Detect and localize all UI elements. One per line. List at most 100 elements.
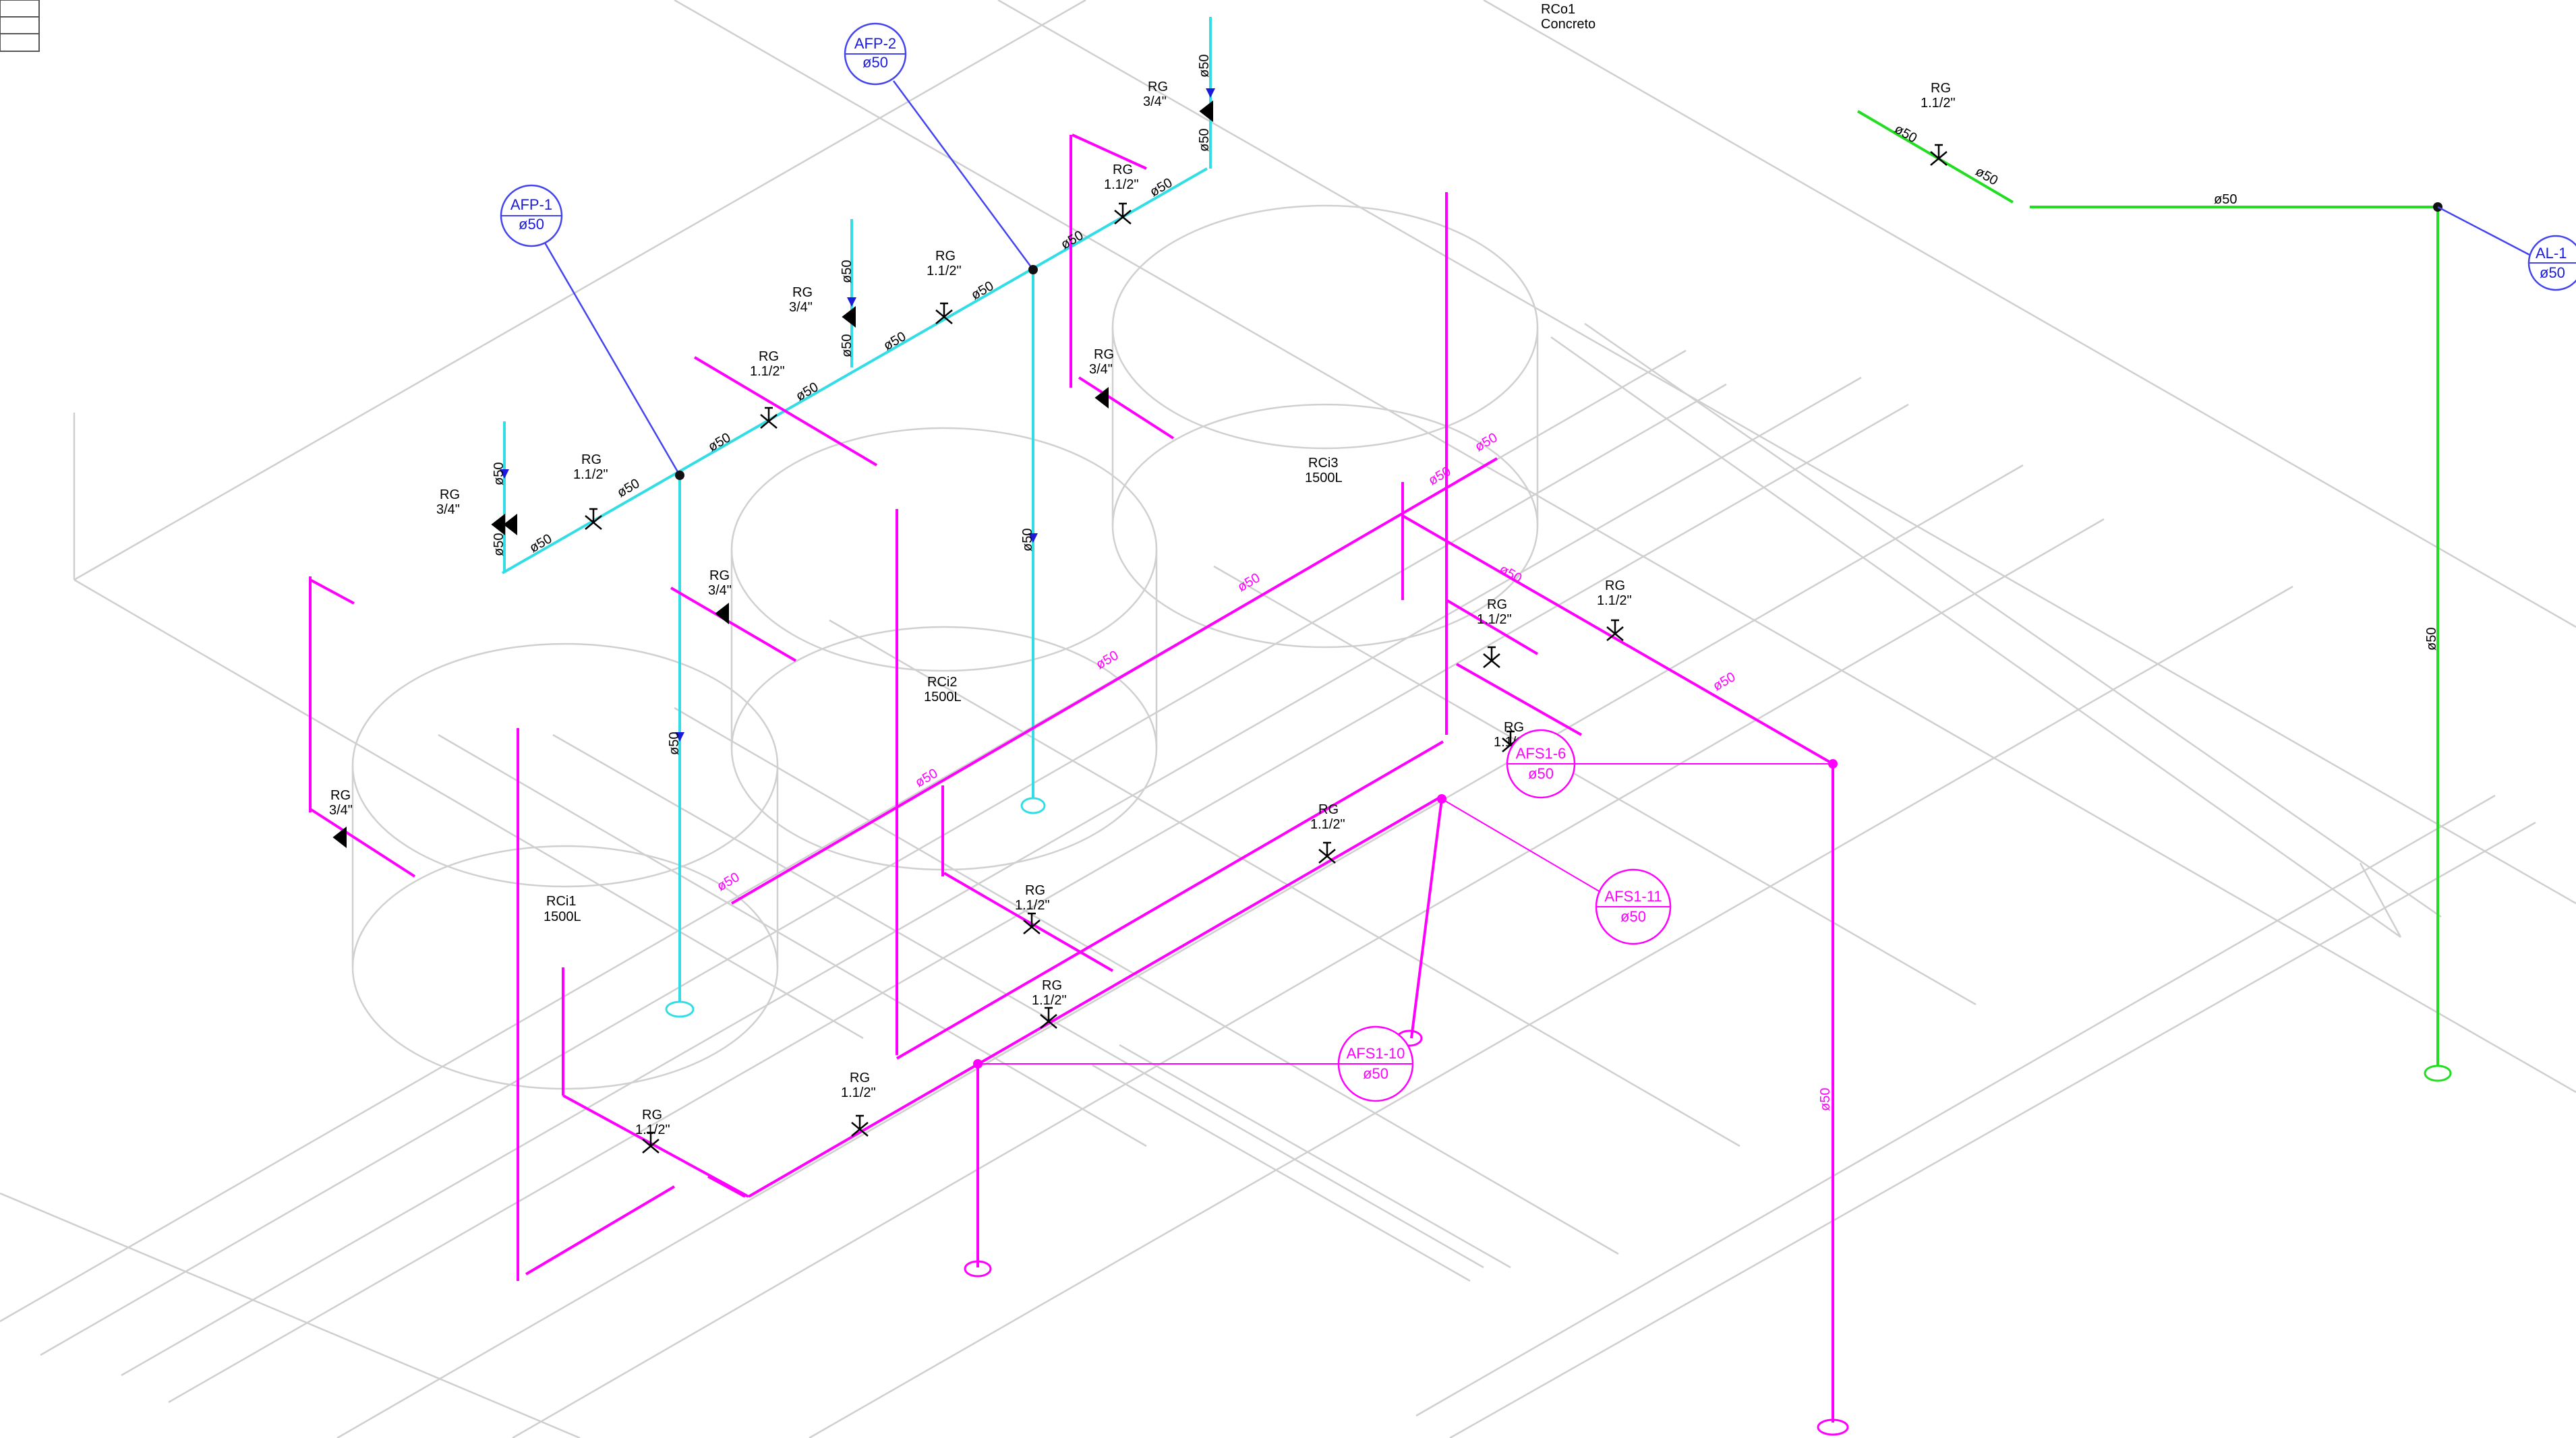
- dia-label: ø50: [1197, 129, 1212, 152]
- valve-label-size: 3/4": [1143, 94, 1167, 109]
- valve-fire-8: [1502, 730, 1519, 752]
- valve-label-size: 1.1/2": [1477, 612, 1512, 627]
- dia-label: ø50: [527, 531, 555, 556]
- dia-label: ø50: [492, 462, 506, 485]
- dia-label-fire: ø50: [1473, 430, 1500, 454]
- dia-label-fire: ø50: [715, 870, 742, 894]
- junction-node-2: [1437, 794, 1446, 804]
- tag-al1: AL-1 ø50: [2527, 235, 2576, 291]
- cold-riser-end-2: [1020, 797, 1046, 814]
- valve-label-rg: RG: [1113, 162, 1133, 177]
- tag-afs1-10: AFS1-10 ø50: [1337, 1025, 1414, 1102]
- dia-label: ø50: [794, 380, 821, 404]
- rci1-name: RCi1: [546, 894, 576, 909]
- valve-label-size: 1.1/2": [1921, 96, 1956, 111]
- cold-riser-end-1: [665, 1000, 695, 1018]
- valve-label-rg: RG: [1605, 578, 1625, 593]
- valve-small-3: [1199, 100, 1213, 123]
- valve-label-size: 1.1/2": [750, 364, 785, 379]
- valve-label-rg: RG: [440, 487, 460, 502]
- dia-label: ø50: [1892, 121, 1920, 146]
- valve-small-4: [715, 602, 729, 625]
- valve-cold-4: [1114, 202, 1132, 224]
- valve-label-rg: RG: [1504, 720, 1524, 735]
- valve-label-rg: RG: [581, 452, 602, 467]
- tag-afp1-dia: ø50: [519, 216, 544, 233]
- dia-label: ø50: [1148, 175, 1175, 200]
- green-end: [2424, 1065, 2452, 1082]
- dia-label: ø50: [492, 533, 506, 556]
- corner-legend-box: [0, 0, 40, 52]
- tag-al1-code: AL-1: [2536, 245, 2567, 262]
- tag-afp2-code: AFP-2: [854, 35, 896, 52]
- dia-label: ø50: [840, 260, 854, 283]
- valve-label-rg: RG: [935, 249, 956, 264]
- valve-label-size: 1.1/2": [1015, 898, 1050, 913]
- dia-label: ø50: [1973, 164, 2001, 188]
- cold-junction-2: [1028, 265, 1038, 274]
- dia-label: ø50: [615, 476, 643, 500]
- dia-label-fire: ø50: [1094, 648, 1121, 672]
- valve-labels: RG 3/4" RG 1.1/2" RG 3/4" RG 1.1/2" RG 1…: [329, 80, 1956, 1137]
- valve-label-rg: RG: [1487, 597, 1507, 612]
- valve-fire-2: [1606, 619, 1624, 641]
- valve-label-rg: RG: [709, 568, 730, 583]
- tag-afs1-11-code: AFS1-11: [1604, 888, 1662, 905]
- junction-node-3: [1828, 759, 1838, 769]
- dia-label: ø50: [840, 334, 854, 357]
- tank-rci3: [1111, 204, 1539, 649]
- valve-label-size: 1.1/2": [573, 467, 608, 482]
- tag-afs1-6-dia: ø50: [1528, 765, 1554, 782]
- valve-green-1: [1930, 144, 1948, 166]
- valve-label-size: 1.1/2": [927, 264, 962, 278]
- tag-afp1: AFP-1 ø50: [500, 184, 563, 247]
- tag-afs1-6: AFS1-6 ø50: [1506, 729, 1576, 799]
- valve-label-size: 3/4": [329, 803, 353, 818]
- dia-label-fire: ø50: [1818, 1088, 1833, 1111]
- magenta-leaders: [978, 763, 1833, 1065]
- valve-label-size: 1.1/2": [635, 1122, 670, 1137]
- rci2-volume: 1500L: [924, 690, 962, 705]
- tank-rci1: [351, 642, 779, 1090]
- tag-afp1-code: AFP-1: [510, 196, 552, 213]
- magenta-end-1: [964, 1260, 992, 1278]
- valve-label-size: 1.1/2": [1310, 817, 1345, 832]
- rci3-volume: 1500L: [1305, 471, 1343, 485]
- valve-label-size: 3/4": [1089, 362, 1113, 377]
- tag-afp2: AFP-2 ø50: [844, 22, 907, 86]
- junction-node-1: [973, 1059, 983, 1069]
- flow-arrows: [500, 88, 1215, 742]
- valve-label-size: 3/4": [708, 583, 732, 598]
- valve-label-size: 1.1/2": [1104, 177, 1139, 192]
- dia-label: ø50: [1197, 55, 1212, 78]
- tag-afs1-6-code: AFS1-6: [1516, 745, 1567, 762]
- valve-label-size: 1.1/2": [841, 1085, 876, 1100]
- dia-label: ø50: [2214, 192, 2237, 207]
- valve-label-size: 1.1/2": [1032, 993, 1067, 1008]
- valve-small-1: [491, 513, 517, 536]
- dia-label-fire: ø50: [1711, 669, 1738, 694]
- tag-al1-dia: ø50: [2540, 264, 2565, 281]
- diameter-labels: ø50 ø50 ø50 ø50 ø50 ø50 ø50 ø50 ø50 ø50 …: [492, 55, 2439, 1111]
- valve-cold-2: [760, 407, 778, 429]
- dia-label: ø50: [881, 329, 909, 353]
- dia-label: ø50: [667, 732, 682, 755]
- valve-small-5: [1094, 386, 1109, 409]
- valve-label-rg: RG: [1042, 978, 1062, 993]
- valve-fire-1: [1483, 646, 1500, 668]
- dia-label-fire: ø50: [913, 766, 941, 790]
- valve-symbols: [585, 144, 1948, 1154]
- valve-fire-5: [1040, 1007, 1057, 1029]
- rco1-name: RCo1: [1541, 2, 1575, 17]
- valve-fire-7: [642, 1131, 660, 1154]
- magenta-end-2: [1817, 1418, 1849, 1436]
- tag-afs1-11: AFS1-11 ø50: [1595, 868, 1672, 945]
- blue-leaders: [541, 80, 2533, 476]
- valve-label-size: 3/4": [789, 300, 813, 315]
- green-network: [1856, 110, 2439, 1065]
- dia-label: ø50: [1059, 228, 1086, 252]
- cold-junction-1: [675, 471, 684, 480]
- valve-small-6: [332, 826, 347, 849]
- dia-label: ø50: [969, 278, 997, 303]
